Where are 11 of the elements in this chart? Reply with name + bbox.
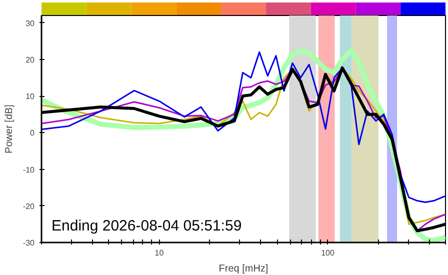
y-tick-label: 0 [30, 128, 36, 138]
y-axis-title: Power [dB] [4, 104, 15, 154]
y-tick-label: -20 [22, 202, 36, 211]
y-tick-label: -10 [22, 165, 36, 174]
y-tick-label: 20 [26, 55, 36, 64]
x-axis-title: Freq [mHz] [218, 264, 268, 274]
x-tick-label: 100 [321, 248, 335, 258]
y-tick-label: 30 [26, 18, 36, 28]
annotation: Ending 2026-08-04 05:51:59 [52, 218, 242, 234]
y-tick-label: -30 [22, 238, 36, 248]
y-tick-label: 10 [26, 92, 36, 102]
